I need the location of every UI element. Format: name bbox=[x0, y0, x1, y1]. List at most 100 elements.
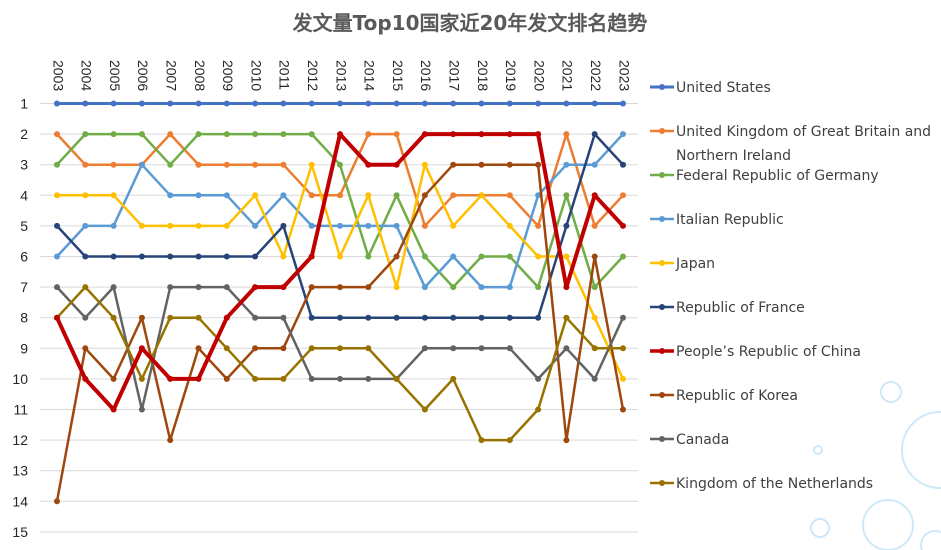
data-point bbox=[54, 314, 60, 321]
data-point bbox=[308, 375, 315, 382]
legend-marker bbox=[659, 128, 665, 134]
data-point bbox=[591, 314, 598, 321]
data-point bbox=[82, 192, 89, 199]
data-point bbox=[620, 161, 626, 168]
data-point bbox=[478, 100, 485, 107]
data-point bbox=[478, 253, 485, 260]
x-axis-ticks: 2003 2004 2005 2006 2007 2008 2009 2010 2011 2012… bbox=[50, 60, 632, 91]
data-point bbox=[421, 406, 428, 413]
series-group bbox=[54, 131, 626, 291]
data-point bbox=[620, 314, 626, 321]
data-point bbox=[223, 375, 230, 382]
data-point bbox=[535, 314, 542, 321]
series-group bbox=[54, 131, 626, 413]
x-tick-label: 2023 bbox=[616, 60, 632, 91]
data-point bbox=[308, 131, 315, 138]
legend-label: Canada bbox=[676, 432, 729, 448]
data-point bbox=[393, 222, 400, 229]
series-lines bbox=[54, 100, 626, 505]
data-point bbox=[138, 100, 145, 107]
x-tick-label: 2012 bbox=[305, 60, 321, 91]
data-point bbox=[195, 192, 202, 199]
y-tick-label: 8 bbox=[20, 310, 28, 326]
data-point bbox=[82, 314, 89, 321]
series-group bbox=[54, 100, 626, 107]
y-tick-label: 4 bbox=[20, 187, 28, 203]
data-point bbox=[167, 100, 174, 107]
data-point bbox=[110, 314, 117, 321]
data-point bbox=[535, 100, 542, 107]
x-tick-label: 2022 bbox=[588, 60, 604, 91]
y-tick-label: 7 bbox=[20, 279, 28, 295]
data-point bbox=[563, 131, 570, 138]
legend-label: Federal Republic of Germany bbox=[676, 168, 879, 184]
data-point bbox=[223, 284, 230, 291]
data-point bbox=[478, 437, 485, 444]
data-point bbox=[450, 161, 457, 168]
data-point bbox=[195, 131, 202, 138]
legend-item: United Kingdom of Great Britain and North… bbox=[650, 124, 931, 164]
legend-label: United Kingdom of Great Britain and North… bbox=[676, 124, 931, 164]
data-point bbox=[620, 345, 626, 352]
data-point bbox=[506, 131, 513, 138]
data-point bbox=[54, 100, 60, 107]
data-point bbox=[365, 375, 372, 382]
data-point bbox=[280, 375, 287, 382]
legend-marker bbox=[659, 348, 665, 354]
data-point bbox=[337, 222, 343, 229]
data-point bbox=[195, 314, 202, 321]
legend-label: Republic of France bbox=[676, 300, 805, 316]
data-point bbox=[365, 100, 372, 107]
data-point bbox=[421, 345, 428, 352]
data-point bbox=[506, 161, 513, 168]
data-point bbox=[167, 284, 174, 291]
data-point bbox=[280, 161, 287, 168]
data-point bbox=[393, 284, 400, 291]
data-point bbox=[450, 222, 457, 229]
data-point bbox=[591, 100, 598, 107]
legend-marker bbox=[659, 480, 665, 486]
data-point bbox=[563, 314, 570, 321]
data-point bbox=[280, 253, 287, 260]
data-point bbox=[478, 131, 485, 138]
data-point bbox=[54, 498, 60, 505]
data-point bbox=[54, 192, 60, 199]
data-point bbox=[82, 222, 89, 229]
data-point bbox=[138, 222, 145, 229]
data-point bbox=[195, 284, 202, 291]
data-point bbox=[252, 222, 259, 229]
data-point bbox=[167, 314, 174, 321]
data-point bbox=[450, 100, 457, 107]
data-point bbox=[195, 161, 202, 168]
series-line bbox=[55, 132, 625, 289]
data-point bbox=[337, 375, 343, 382]
x-tick-label: 2007 bbox=[163, 60, 179, 91]
data-point bbox=[365, 161, 372, 168]
data-point bbox=[167, 192, 174, 199]
legend-label: Kingdom of the Netherlands bbox=[676, 476, 873, 492]
x-tick-label: 2011 bbox=[277, 60, 293, 90]
data-point bbox=[308, 345, 315, 352]
data-point bbox=[223, 192, 230, 199]
data-point bbox=[535, 406, 542, 413]
data-point bbox=[110, 375, 117, 382]
x-tick-label: 2008 bbox=[192, 60, 208, 91]
data-point bbox=[54, 131, 60, 138]
data-point bbox=[195, 253, 202, 260]
data-point bbox=[223, 345, 230, 352]
data-point bbox=[280, 314, 287, 321]
data-point bbox=[337, 284, 343, 291]
data-point bbox=[421, 222, 428, 229]
data-point bbox=[506, 253, 513, 260]
x-tick-label: 2017 bbox=[446, 60, 462, 91]
legend-marker bbox=[659, 216, 665, 222]
data-point bbox=[280, 222, 287, 229]
data-point bbox=[478, 314, 485, 321]
data-point bbox=[591, 192, 598, 199]
y-tick-label: 9 bbox=[20, 340, 28, 356]
x-tick-label: 2004 bbox=[79, 60, 95, 91]
data-point bbox=[82, 161, 89, 168]
series-group bbox=[54, 161, 626, 382]
data-point bbox=[478, 192, 485, 199]
